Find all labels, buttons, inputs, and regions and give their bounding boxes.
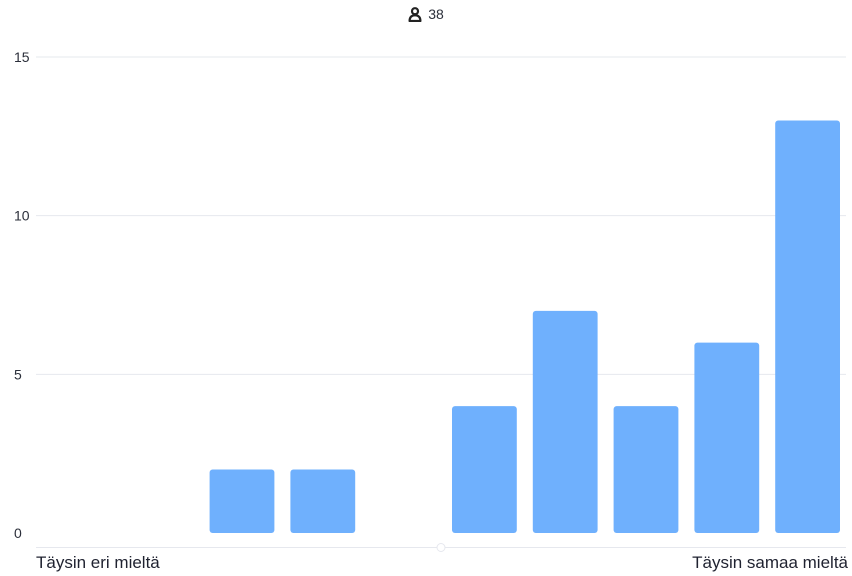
scale-label-right: Täysin samaa mieltä <box>692 553 848 572</box>
y-tick-label: 0 <box>14 525 22 541</box>
bar-4 <box>290 469 356 533</box>
bar-6 <box>452 406 517 533</box>
bar-3 <box>209 469 275 533</box>
respondent-count-value: 38 <box>428 6 444 22</box>
scale-label-left: Täysin eri mieltä <box>36 553 160 572</box>
bar-10 <box>775 120 840 533</box>
bar-7 <box>532 310 598 533</box>
bar-8 <box>613 406 679 533</box>
respondent-count: 38 <box>0 6 852 22</box>
x-axis-marker <box>436 543 446 552</box>
y-tick-label: 15 <box>14 49 30 65</box>
bar-9 <box>694 342 760 533</box>
y-tick-label: 5 <box>14 366 22 382</box>
person-icon <box>408 6 422 22</box>
y-tick-label: 10 <box>14 208 30 224</box>
